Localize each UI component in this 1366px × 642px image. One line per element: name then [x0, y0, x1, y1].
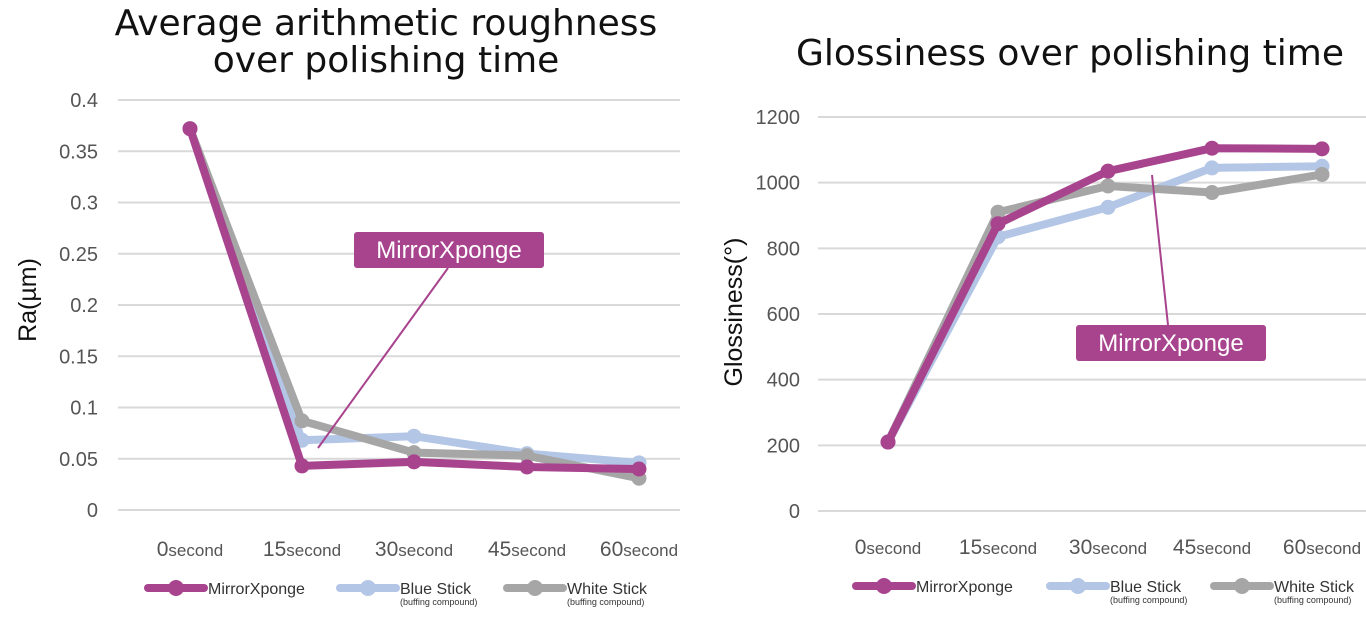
y-tick-label: 0.15: [59, 346, 98, 368]
legend-marker: [876, 578, 892, 594]
chart-2: Glossiness over polishing time 0 200 400 600…: [720, 33, 1366, 605]
legend-marker: [1070, 578, 1086, 594]
data-point: [406, 428, 422, 444]
data-point: [406, 454, 422, 470]
legend-marker: [1234, 578, 1250, 594]
legend-label: MirrorXponge: [916, 579, 1013, 596]
y-tick-label: 0: [87, 500, 98, 522]
legend-marker: [168, 580, 184, 596]
callout-box: [354, 232, 544, 268]
x-tick-label: 15second: [959, 536, 1037, 559]
y-tick-label: 0.35: [59, 141, 98, 163]
data-point: [990, 204, 1006, 220]
data-point: [519, 448, 535, 464]
x-tick-label: 45second: [488, 538, 566, 561]
chart-title-line: Average arithmetic roughness: [115, 3, 658, 44]
legend-sublabel: (buffing compound): [1110, 595, 1187, 605]
data-point: [1314, 166, 1330, 182]
callout-arrow: [1151, 174, 1169, 326]
y-tick-label: 0.4: [70, 90, 98, 112]
legend-label: White Stick: [567, 581, 648, 598]
chart-title-line: Glossiness over polishing time: [796, 33, 1344, 74]
x-tick-label: 60second: [1283, 536, 1361, 559]
y-tick-label: 1000: [756, 173, 801, 195]
y-tick-label: 0.05: [59, 449, 98, 471]
data-point: [990, 216, 1006, 232]
legend-label: MirrorXponge: [208, 581, 305, 598]
y-axis-label: Ra(µm): [14, 258, 42, 342]
data-point: [1100, 163, 1116, 179]
x-tick-label: 15second: [263, 538, 341, 561]
y-tick-label: 1200: [756, 107, 801, 129]
data-point: [294, 413, 310, 429]
legend-label: Blue Stick: [1110, 579, 1182, 596]
y-tick-label: 800: [767, 238, 800, 260]
data-point: [294, 458, 310, 474]
x-tick-label: 0second: [157, 538, 224, 561]
legend-sublabel: (buffing compound): [567, 597, 644, 607]
y-tick-label: 400: [767, 370, 800, 392]
data-point: [1204, 160, 1220, 176]
x-tick-label: 30second: [375, 538, 453, 561]
data-point: [182, 121, 198, 137]
x-tick-label: 0second: [855, 536, 922, 559]
callout-arrow: [317, 267, 449, 449]
data-point: [1314, 141, 1330, 157]
y-tick-label: 0.3: [70, 193, 98, 215]
series-line: [186, 124, 643, 483]
data-point: [1204, 185, 1220, 201]
y-tick-label: 0.25: [59, 244, 98, 266]
callout-label: MirrorXponge: [376, 237, 521, 264]
y-tick-label: 200: [767, 435, 800, 457]
callout-box: [1076, 325, 1266, 361]
data-point: [519, 459, 535, 475]
legend-sublabel: (buffing compound): [1274, 595, 1351, 605]
y-tick-label: 0.2: [70, 295, 98, 317]
callout-label: MirrorXponge: [1098, 330, 1243, 357]
data-point: [1204, 140, 1220, 156]
y-tick-label: 600: [767, 304, 800, 326]
legend-marker: [360, 580, 376, 596]
x-tick-label: 45second: [1173, 536, 1251, 559]
x-tick-label: 60second: [600, 538, 678, 561]
y-tick-label: 0.1: [70, 398, 98, 420]
data-point: [1100, 178, 1116, 194]
data-point: [631, 461, 647, 477]
data-point: [880, 434, 896, 450]
legend-sublabel: (buffing compound): [400, 597, 477, 607]
y-tick-label: 0: [789, 501, 800, 523]
x-tick-label: 30second: [1069, 536, 1147, 559]
legend-label: White Stick: [1274, 579, 1355, 596]
chart-title-line: over polishing time: [213, 40, 560, 81]
legend-label: Blue Stick: [400, 581, 472, 598]
data-point: [1100, 199, 1116, 215]
y-axis-label: Glossiness(°): [720, 238, 748, 387]
legend-marker: [527, 580, 543, 596]
